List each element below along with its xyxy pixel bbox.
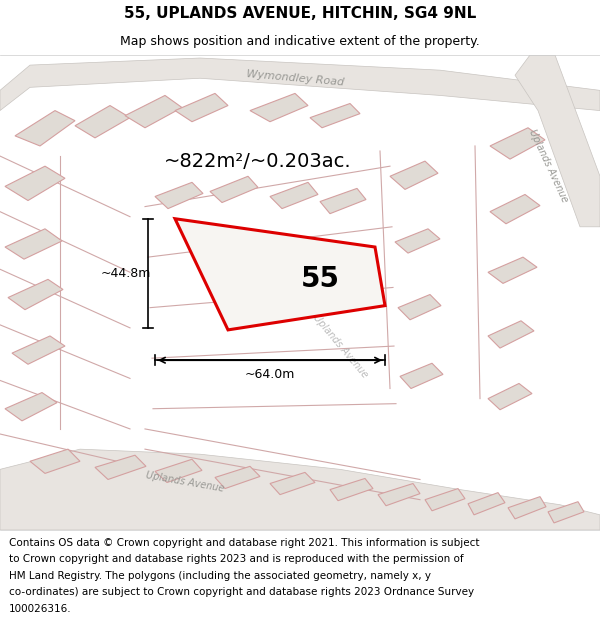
Polygon shape: [8, 279, 63, 309]
Text: Wymondley Road: Wymondley Road: [246, 69, 344, 88]
Polygon shape: [398, 294, 441, 320]
Polygon shape: [215, 466, 260, 489]
Polygon shape: [15, 111, 75, 146]
Polygon shape: [75, 106, 130, 138]
Polygon shape: [310, 104, 360, 127]
Polygon shape: [0, 449, 600, 530]
Text: Uplands Avenue: Uplands Avenue: [145, 469, 225, 493]
Polygon shape: [390, 161, 438, 189]
Text: Uplands Avenue: Uplands Avenue: [527, 128, 569, 204]
Polygon shape: [250, 93, 308, 122]
Text: Contains OS data © Crown copyright and database right 2021. This information is : Contains OS data © Crown copyright and d…: [9, 538, 479, 548]
Text: Uplands Avenue: Uplands Avenue: [311, 312, 370, 379]
Polygon shape: [320, 188, 366, 214]
Polygon shape: [548, 502, 584, 523]
Polygon shape: [5, 229, 62, 259]
Polygon shape: [488, 257, 537, 283]
Polygon shape: [210, 176, 258, 202]
Polygon shape: [270, 182, 318, 209]
Text: ~44.8m: ~44.8m: [101, 267, 151, 280]
Polygon shape: [270, 472, 315, 494]
Text: 55, UPLANDS AVENUE, HITCHIN, SG4 9NL: 55, UPLANDS AVENUE, HITCHIN, SG4 9NL: [124, 6, 476, 21]
Polygon shape: [5, 392, 57, 421]
Polygon shape: [12, 336, 65, 364]
Text: Map shows position and indicative extent of the property.: Map shows position and indicative extent…: [120, 35, 480, 48]
Polygon shape: [155, 459, 202, 482]
Polygon shape: [155, 182, 203, 209]
Polygon shape: [378, 484, 420, 506]
Polygon shape: [0, 58, 600, 111]
Text: HM Land Registry. The polygons (including the associated geometry, namely x, y: HM Land Registry. The polygons (includin…: [9, 571, 431, 581]
Polygon shape: [488, 321, 534, 348]
Polygon shape: [175, 93, 228, 122]
Polygon shape: [508, 497, 546, 519]
Polygon shape: [468, 492, 505, 515]
Polygon shape: [30, 449, 80, 473]
Polygon shape: [490, 127, 545, 159]
Polygon shape: [515, 55, 600, 227]
Text: ~822m²/~0.203ac.: ~822m²/~0.203ac.: [164, 152, 352, 171]
Text: to Crown copyright and database rights 2023 and is reproduced with the permissio: to Crown copyright and database rights 2…: [9, 554, 464, 564]
Polygon shape: [490, 194, 540, 224]
Polygon shape: [95, 455, 146, 479]
Polygon shape: [175, 219, 385, 330]
Polygon shape: [425, 489, 465, 511]
Text: co-ordinates) are subject to Crown copyright and database rights 2023 Ordnance S: co-ordinates) are subject to Crown copyr…: [9, 588, 474, 598]
Polygon shape: [125, 96, 182, 128]
Polygon shape: [330, 479, 373, 501]
Text: 100026316.: 100026316.: [9, 604, 71, 614]
Polygon shape: [5, 166, 65, 201]
Polygon shape: [395, 229, 440, 253]
Text: 55: 55: [301, 266, 340, 293]
Polygon shape: [400, 363, 443, 389]
Polygon shape: [488, 384, 532, 410]
Text: ~64.0m: ~64.0m: [245, 368, 295, 381]
